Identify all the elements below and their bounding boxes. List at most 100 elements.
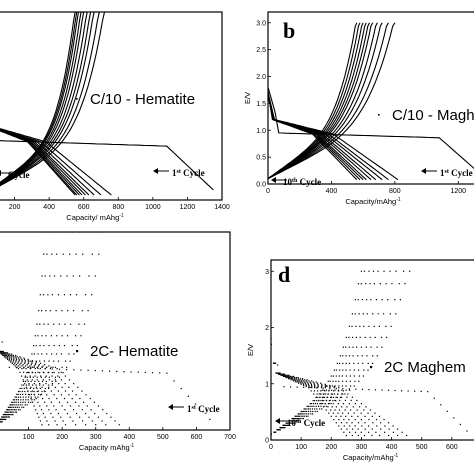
charge-cycle-1-point	[12, 414, 13, 415]
discharge-cycle-1-point	[427, 391, 428, 392]
discharge-cycle-5-point	[339, 400, 340, 401]
discharge-cycle-3-point	[76, 394, 77, 395]
discharge-cycle-6-point	[294, 378, 295, 379]
discharge-cycle-3-point	[50, 368, 51, 369]
charge-cycle-7-point	[45, 335, 46, 336]
discharge-cycle-10-point	[328, 413, 329, 414]
charge-cycle-4-point	[374, 326, 375, 327]
discharge-cycle-8-point	[19, 364, 20, 365]
discharge-cycle-2-point	[347, 393, 348, 394]
discharge-cycle-6-point	[56, 398, 57, 399]
discharge-cycle-9-point	[21, 368, 22, 369]
discharge-cycle-1-point	[368, 389, 369, 390]
discharge-cycle-9-point	[336, 416, 337, 417]
discharge-cycle-2-point	[365, 406, 366, 407]
discharge-cycle-7-point	[63, 420, 64, 421]
discharge-cycle-7-point	[345, 416, 346, 417]
charge-cycle-2-point	[48, 384, 49, 385]
charge-cycle-6-point	[16, 404, 17, 405]
charge-cycle-6-point	[46, 353, 47, 354]
discharge-cycle-8-point	[332, 406, 333, 407]
discharge-cycle-6-point	[307, 383, 308, 384]
discharge-cycle-3-point	[317, 383, 318, 384]
discharge-cycle-1-point	[130, 371, 131, 372]
discharge-cycle-3-point	[393, 432, 394, 433]
charge-cycle-6-point	[367, 313, 368, 314]
charge-cycle-4-point	[322, 403, 323, 404]
discharge-cycle-5-point	[58, 390, 59, 391]
discharge-cycle-4-point	[11, 355, 12, 356]
charge-cycle-5-point	[304, 413, 305, 414]
plot-area	[270, 271, 467, 436]
charge-cycle-9-point	[342, 355, 343, 356]
discharge-cycle-3-point	[68, 387, 69, 388]
discharge-cycle-6-point	[365, 429, 366, 430]
charge-cycle-9-point	[358, 299, 359, 300]
charge-cycle-5-point	[350, 370, 351, 371]
discharge-cycle-1-point	[37, 368, 38, 369]
charge-cycle-1-point	[88, 310, 89, 311]
charge-cycle-4-point	[31, 394, 32, 395]
charge-cycle-4-point	[338, 390, 339, 391]
charge-cycle-10-point	[313, 400, 314, 401]
charge-cycle-8-point	[51, 254, 52, 255]
discharge-cycle-6-point	[45, 383, 46, 384]
discharge-cycle-2-point	[302, 378, 303, 379]
charge-cycle-5-point	[383, 271, 384, 272]
charge-cycle-2-point	[38, 394, 39, 395]
discharge-cycle-10-point	[331, 416, 332, 417]
charge-cycle-7-point	[363, 313, 364, 314]
charge-cycle-10-point	[43, 254, 44, 255]
discharge-cycle-1-point	[381, 389, 382, 390]
charge-cycle-6-point	[44, 361, 45, 362]
discharge-cycle-1-point	[440, 404, 441, 405]
charge-cycle-5-point	[15, 407, 16, 408]
discharge-cycle-2-point	[15, 355, 16, 356]
discharge-cycle-7-point	[354, 425, 355, 426]
discharge-cycle-8-point	[21, 365, 22, 366]
discharge-cycle-4-point	[337, 393, 338, 394]
discharge-cycle-6-point	[51, 390, 52, 391]
discharge-cycle-4-point	[306, 380, 307, 381]
charge-cycle-7-point	[359, 326, 360, 327]
discharge-cycle-4-point	[321, 385, 322, 386]
discharge-cycle-10-point	[10, 361, 11, 362]
charge-cycle-2-point	[55, 377, 56, 378]
charge-cycle-2-point	[11, 414, 12, 415]
discharge-cycle-1-point	[336, 388, 337, 389]
charge-cycle-9-point	[32, 361, 33, 362]
discharge-cycle-6-point	[67, 413, 68, 414]
x-tick-label: 800	[389, 188, 401, 195]
charge-cycle-3-point	[391, 283, 392, 284]
discharge-cycle-8-point	[42, 398, 43, 399]
charge-cycle-9-point	[18, 394, 19, 395]
charge-cycle-2-point	[354, 381, 355, 382]
charge-cycle-7-point	[9, 409, 10, 410]
x-tick-label: 500	[416, 444, 428, 451]
charge-cycle-8-point	[313, 403, 314, 404]
discharge-cycle-4-point	[290, 376, 291, 377]
discharge-cycle-10-point	[306, 386, 307, 387]
discharge-cycle-3-point	[101, 420, 102, 421]
charge-cycle-2-point	[62, 367, 63, 368]
x-tick-label: 500	[157, 434, 169, 441]
discharge-cycle-4-point	[38, 365, 39, 366]
charge-cycle-10-point	[279, 427, 280, 428]
discharge-cycle-7-point	[361, 432, 362, 433]
charge-cycle-3-point	[387, 299, 388, 300]
charge-cycle-10-point	[319, 393, 320, 394]
discharge-cycle-3-point	[87, 405, 88, 406]
discharge-cycle-4-point	[95, 424, 96, 425]
discharge-cycle-8-point	[23, 367, 24, 368]
discharge-cycle-7-point	[311, 385, 312, 386]
charge-cycle-1-point	[77, 345, 78, 346]
discharge-cycle-7-point	[336, 406, 337, 407]
charge-cycle-10-point	[10, 404, 11, 405]
discharge-cycle-2-point	[356, 400, 357, 401]
discharge-cycle-3-point	[61, 379, 62, 380]
discharge-cycle-1-point	[209, 419, 210, 420]
x-tick-label: 200	[325, 444, 337, 451]
charge-cycle-2-point	[68, 353, 69, 354]
discharge-cycle-3-point	[83, 402, 84, 403]
discharge-cycle-7-point	[305, 383, 306, 384]
